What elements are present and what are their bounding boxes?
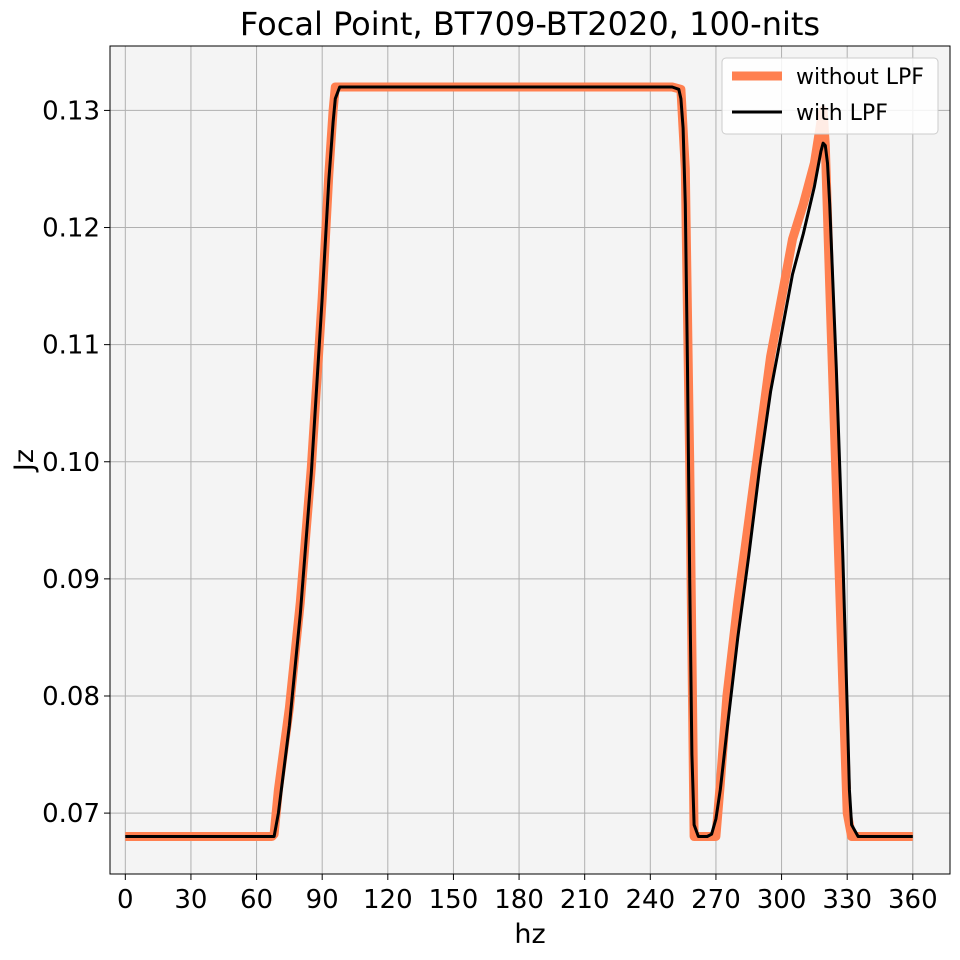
- x-tick-label: 210: [560, 885, 610, 915]
- y-tick-label: 0.07: [42, 799, 100, 829]
- x-tick-label: 0: [117, 885, 134, 915]
- chart-title: Focal Point, BT709-BT2020, 100-nits: [240, 5, 820, 43]
- x-tick-label: 180: [494, 885, 544, 915]
- y-tick-label: 0.09: [42, 565, 100, 595]
- x-tick-label: 330: [822, 885, 872, 915]
- legend-label-with-lpf: with LPF: [796, 101, 888, 126]
- x-tick-label: 30: [174, 885, 207, 915]
- y-tick-label: 0.11: [42, 331, 100, 361]
- x-tick-label: 150: [429, 885, 479, 915]
- x-tick-label: 240: [625, 885, 675, 915]
- x-tick-label: 300: [757, 885, 807, 915]
- ticks: 0 30 60 90 120 150 180 210 240 270 300 330 360 0.07 0.…: [42, 96, 938, 915]
- x-axis-label: hz: [514, 919, 545, 950]
- series-line-with-lpf: [125, 85, 913, 838]
- y-tick-label: 0.08: [42, 682, 100, 712]
- legend: without LPF with LPF: [721, 57, 939, 135]
- x-tick-label: 90: [306, 885, 339, 915]
- y-tick-label: 0.12: [42, 214, 100, 244]
- y-axis-label: Jz: [9, 449, 40, 473]
- x-tick-label: 60: [240, 885, 273, 915]
- x-tick-label: 360: [888, 885, 938, 915]
- x-tick-label: 120: [363, 885, 413, 915]
- plot-frame: [109, 45, 951, 875]
- x-tick-label: 270: [691, 885, 741, 915]
- legend-label-without-lpf: without LPF: [796, 65, 924, 90]
- y-tick-label: 0.10: [42, 448, 100, 478]
- y-tick-label: 0.13: [42, 96, 100, 126]
